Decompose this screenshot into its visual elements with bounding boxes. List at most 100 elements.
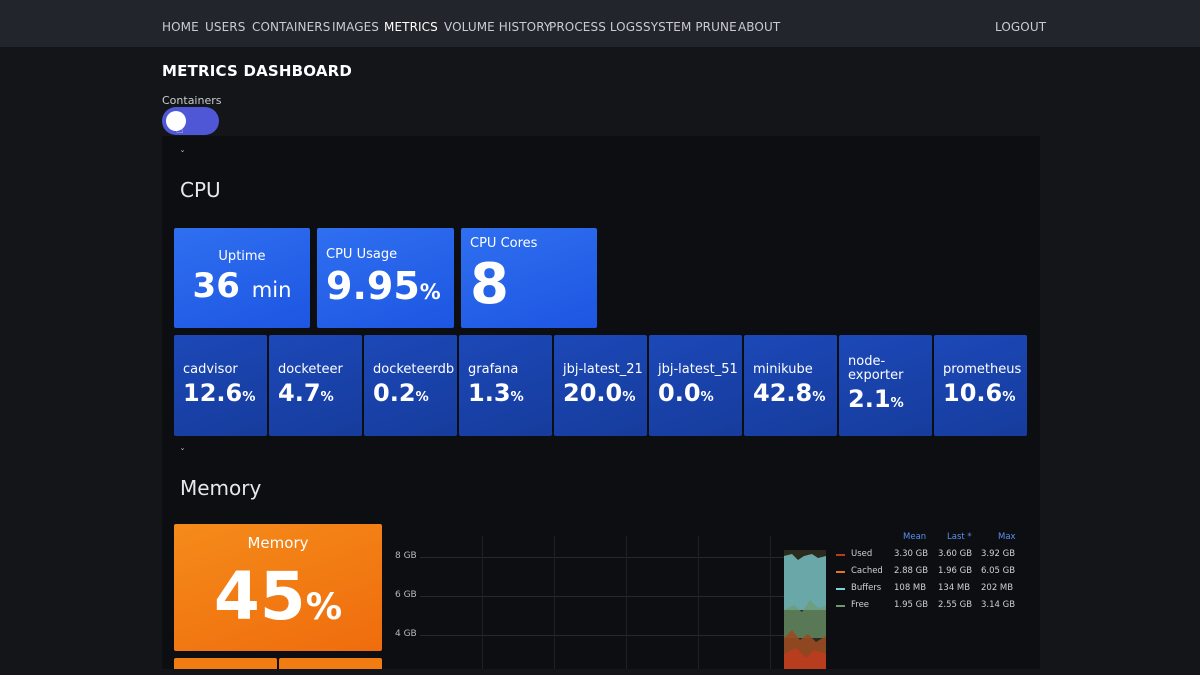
toggle-knob	[166, 111, 186, 131]
y-axis-tick: 6 GB	[395, 590, 417, 600]
memory-gauge-value: 45	[213, 558, 306, 635]
uptime-stat: Uptime 36 min	[174, 228, 310, 328]
container-name: minikube	[753, 362, 813, 377]
buffers-series-area	[784, 554, 826, 610]
grid-line	[482, 536, 483, 669]
nav-containers[interactable]: CONTAINERS	[252, 20, 331, 34]
logout-link[interactable]: LOGOUT	[995, 20, 1047, 34]
legend-last-buffers: 134 MB	[938, 583, 971, 593]
container-name: jbj-latest_51	[658, 362, 738, 377]
container-cpu-tile: cadvisor 12.6%	[174, 335, 267, 436]
legend-swatch-cached	[836, 571, 845, 573]
legend-last-cached: 1.96 GB	[938, 566, 973, 576]
container-cpu-tile: jbj-latest_51 0.0%	[649, 335, 742, 436]
cpu-usage-unit: %	[419, 280, 441, 304]
legend-name-used[interactable]: Used	[851, 549, 873, 559]
nav-images[interactable]: IMAGES	[332, 20, 379, 34]
container-cpu-value: 42.8	[753, 379, 813, 407]
container-cpu-unit: %	[890, 396, 904, 411]
container-name: docketeer	[278, 362, 343, 377]
metrics-panel: ˇ CPU Uptime 36 min CPU Usage 9.95% CPU …	[162, 136, 1040, 669]
legend-swatch-used	[836, 554, 845, 556]
memory-sub-stat	[174, 658, 277, 669]
nav-users[interactable]: USERS	[205, 20, 246, 34]
containers-toggle[interactable]	[162, 107, 219, 135]
cpu-cores-label: CPU Cores	[470, 236, 538, 251]
uptime-unit: min	[251, 277, 292, 302]
container-cpu-unit: %	[415, 390, 429, 405]
legend-max-buffers: 202 MB	[981, 583, 1014, 593]
y-axis-tick: 8 GB	[395, 551, 417, 561]
container-name: grafana	[468, 362, 519, 377]
container-cpu-unit: %	[812, 390, 826, 405]
uptime-label: Uptime	[218, 249, 266, 264]
nav-system-prune[interactable]: SYSTEM PRUNE	[643, 20, 737, 34]
legend-last-used: 3.60 GB	[938, 549, 973, 559]
legend-mean-buffers: 108 MB	[894, 583, 927, 593]
legend-mean-cached: 2.88 GB	[894, 566, 929, 576]
grid-line	[698, 536, 699, 669]
memory-gauge-label: Memory	[247, 534, 309, 552]
container-cpu-tile: prometheus 10.6%	[934, 335, 1027, 436]
legend-name-free[interactable]: Free	[851, 600, 870, 610]
container-cpu-value: 10.6	[943, 379, 1003, 407]
container-cpu-value: 0.0	[658, 379, 701, 407]
legend-swatch-buffers	[836, 588, 845, 590]
container-name: node-exporter	[848, 354, 904, 383]
memory-gauge-unit: %	[305, 585, 343, 628]
container-cpu-tile: node-exporter 2.1%	[839, 335, 932, 436]
container-cpu-unit: %	[242, 390, 256, 405]
container-cpu-tile: docketeer 4.7%	[269, 335, 362, 436]
cpu-usage-value: 9.95	[326, 264, 420, 308]
grid-line	[554, 536, 555, 669]
used-series-area	[784, 648, 826, 669]
container-cpu-tile: jbj-latest_21 20.0%	[554, 335, 647, 436]
legend-swatch-free	[836, 605, 845, 607]
cpu-usage-stat: CPU Usage 9.95%	[317, 228, 454, 328]
container-cpu-value: 2.1	[848, 385, 891, 413]
grid-line	[420, 596, 824, 597]
container-cpu-unit: %	[700, 390, 714, 405]
nav-about[interactable]: ABOUT	[738, 20, 781, 34]
legend-header-max[interactable]: Max	[998, 532, 1016, 542]
container-cpu-tile: docketeerdb 0.2%	[364, 335, 457, 436]
legend-mean-free: 1.95 GB	[894, 600, 929, 610]
container-cpu-unit: %	[1002, 390, 1016, 405]
memory-series-area	[784, 550, 826, 669]
grid-line	[420, 557, 824, 558]
uptime-value: 36	[192, 266, 240, 306]
container-cpu-tile: grafana 1.3%	[459, 335, 552, 436]
free-series-area	[784, 600, 826, 638]
cpu-section-title: CPU	[180, 178, 221, 202]
top-nav: HOME USERS CONTAINERS IMAGES METRICS VOL…	[0, 0, 1200, 47]
container-cpu-unit: %	[510, 390, 524, 405]
legend-name-cached[interactable]: Cached	[851, 566, 883, 576]
container-cpu-unit: %	[622, 390, 636, 405]
container-name: cadvisor	[183, 362, 238, 377]
legend-max-used: 3.92 GB	[981, 549, 1016, 559]
nav-home[interactable]: HOME	[162, 20, 199, 34]
container-name: jbj-latest_21	[563, 362, 643, 377]
cpu-cores-value: 8	[470, 252, 509, 317]
container-cpu-value: 0.2	[373, 379, 416, 407]
legend-mean-used: 3.30 GB	[894, 549, 929, 559]
grid-line	[626, 536, 627, 669]
nav-volume-history[interactable]: VOLUME HISTORY	[444, 20, 552, 34]
legend-header-last[interactable]: Last *	[947, 532, 972, 542]
y-axis-tick: 4 GB	[395, 629, 417, 639]
cpu-collapse-chevron-icon[interactable]: ˇ	[180, 150, 185, 161]
legend-header-mean[interactable]: Mean	[903, 532, 927, 542]
nav-metrics[interactable]: METRICS	[384, 20, 438, 34]
container-cpu-value: 12.6	[183, 379, 243, 407]
legend-last-free: 2.55 GB	[938, 600, 973, 610]
memory-collapse-chevron-icon[interactable]: ˇ	[180, 448, 185, 459]
legend-name-buffers[interactable]: Buffers	[851, 583, 882, 593]
legend-max-free: 3.14 GB	[981, 600, 1016, 610]
cpu-usage-label: CPU Usage	[326, 247, 398, 262]
nav-process-logs[interactable]: PROCESS LOGS	[549, 20, 643, 34]
pointer-cursor-icon: ☝	[176, 122, 184, 136]
container-cpu-unit: %	[320, 390, 334, 405]
page-title: METRICS DASHBOARD	[162, 62, 353, 80]
grid-line	[420, 635, 824, 636]
grid-line	[770, 536, 771, 669]
